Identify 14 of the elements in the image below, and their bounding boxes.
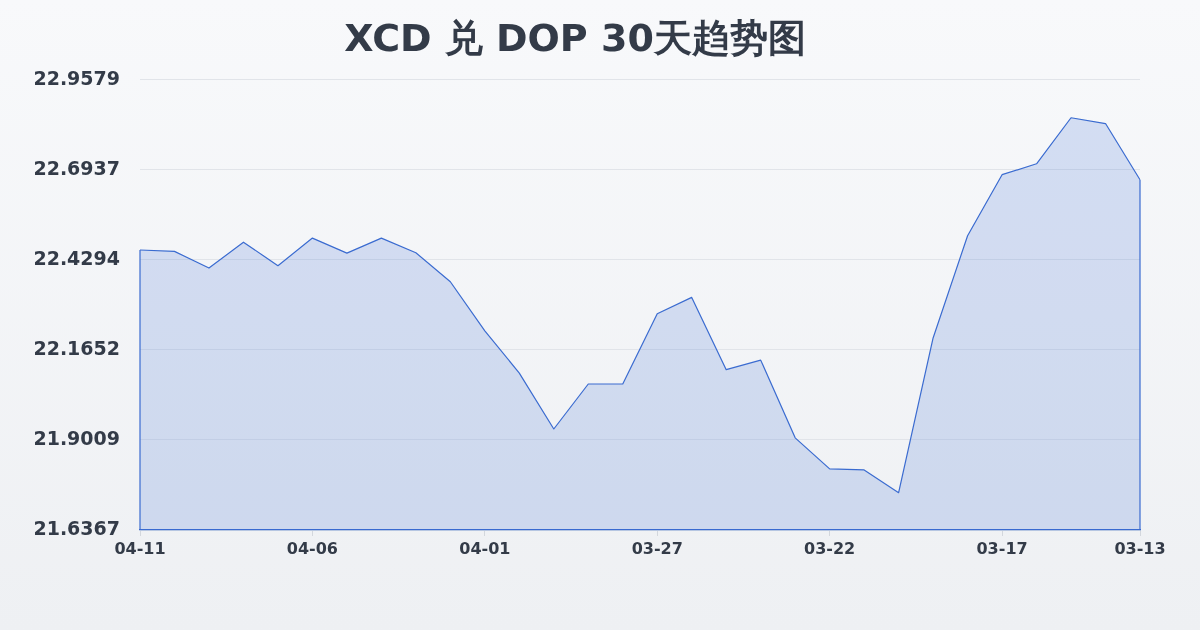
- x-tick-label: 03-17: [976, 538, 1028, 558]
- y-tick-label: 21.9009: [33, 426, 120, 449]
- x-tick-label: 04-06: [286, 538, 338, 558]
- x-tick-label: 03-22: [804, 538, 856, 558]
- y-tick-label: 22.9579: [33, 66, 120, 89]
- y-tick-label: 22.1652: [33, 336, 120, 359]
- y-tick-label: 21.6367: [33, 516, 120, 539]
- chart-title: XCD 兑 DOP 30天趋势图: [344, 15, 806, 60]
- x-tick-label: 03-27: [631, 538, 683, 558]
- x-tick-label: 04-11: [114, 538, 166, 558]
- x-tick-label: 03-13: [1114, 538, 1166, 558]
- x-tick-label: 04-01: [459, 538, 511, 558]
- y-tick-label: 22.4294: [33, 246, 120, 269]
- y-tick-label: 22.6937: [33, 156, 120, 179]
